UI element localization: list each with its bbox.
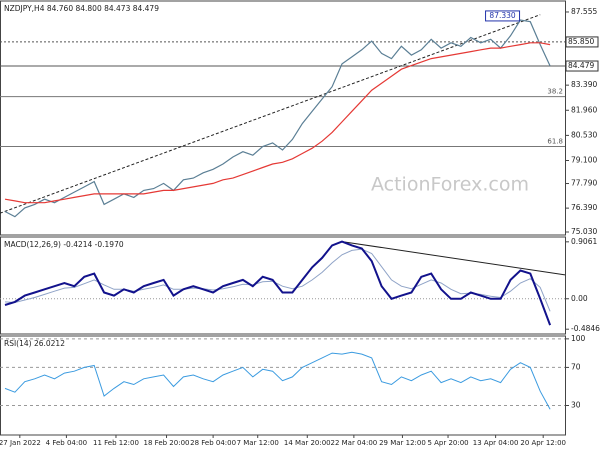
series-line (4, 351, 551, 410)
x-tick-label: 28 Feb 04:00 (190, 439, 236, 447)
y-tick-label: 0.00 (571, 294, 588, 303)
series-line (4, 19, 551, 218)
series-line (4, 42, 551, 204)
series-line (4, 248, 551, 312)
x-tick-label: 20 Apr 12:00 (520, 439, 566, 447)
series-line (4, 240, 552, 326)
trendline (0, 14, 541, 214)
y-tick-label: 30 (571, 400, 581, 409)
level-box (565, 36, 599, 48)
level-label: 85.850 (568, 37, 594, 46)
y-tick-label: 83.390 (571, 80, 597, 89)
watermark: ActionForex.com (371, 174, 529, 196)
panel-title: MACD(12,26,9) -0.4214 -0.1970 (4, 240, 124, 249)
high-label: 87.330 (489, 11, 515, 20)
x-tick-label: 11 Feb 12:00 (93, 439, 139, 447)
y-tick-label: 87.555 (571, 7, 597, 16)
level-label: 84.479 (568, 61, 594, 70)
y-tick-label: 79.100 (571, 156, 597, 165)
x-tick-label: 5 Apr 20:00 (427, 439, 468, 447)
x-tick-label: 27 Jan 2022 (0, 439, 41, 447)
y-tick-label: 76.390 (571, 203, 597, 212)
x-tick-label: 14 Mar 20:00 (284, 439, 331, 447)
level-box (565, 60, 599, 72)
fib-label: 61.8 (547, 137, 563, 145)
fib-label: 38.2 (547, 88, 563, 96)
high-box (485, 10, 521, 22)
x-tick-label: 29 Mar 12:00 (379, 439, 426, 447)
y-tick-label: 70 (571, 362, 581, 371)
x-tick-label: 7 Mar 12:00 (237, 439, 279, 447)
x-tick-label: 22 Mar 04:00 (330, 439, 377, 447)
panel-frame (0, 335, 566, 436)
y-tick-label: 80.530 (571, 130, 597, 139)
x-tick-label: 13 Apr 04:00 (473, 439, 519, 447)
y-tick-label: 75.030 (571, 227, 597, 236)
panel-frame (0, 236, 566, 335)
y-tick-label: 0.9061 (571, 237, 597, 246)
y-tick-label: 77.790 (571, 179, 597, 188)
panel-title: RSI(14) 26.0212 (4, 339, 65, 348)
y-tick-label: 81.960 (571, 105, 597, 114)
panel-title: NZDJPY,H4 84.760 84.800 84.473 84.479 (4, 4, 159, 13)
trendline (341, 241, 566, 276)
panel-frame (0, 0, 566, 236)
x-tick-label: 4 Feb 04:00 (46, 439, 87, 447)
y-tick-label: 100 (571, 334, 586, 343)
y-tick-label: -0.4846 (571, 324, 600, 333)
x-tick-label: 18 Feb 20:00 (144, 439, 190, 447)
